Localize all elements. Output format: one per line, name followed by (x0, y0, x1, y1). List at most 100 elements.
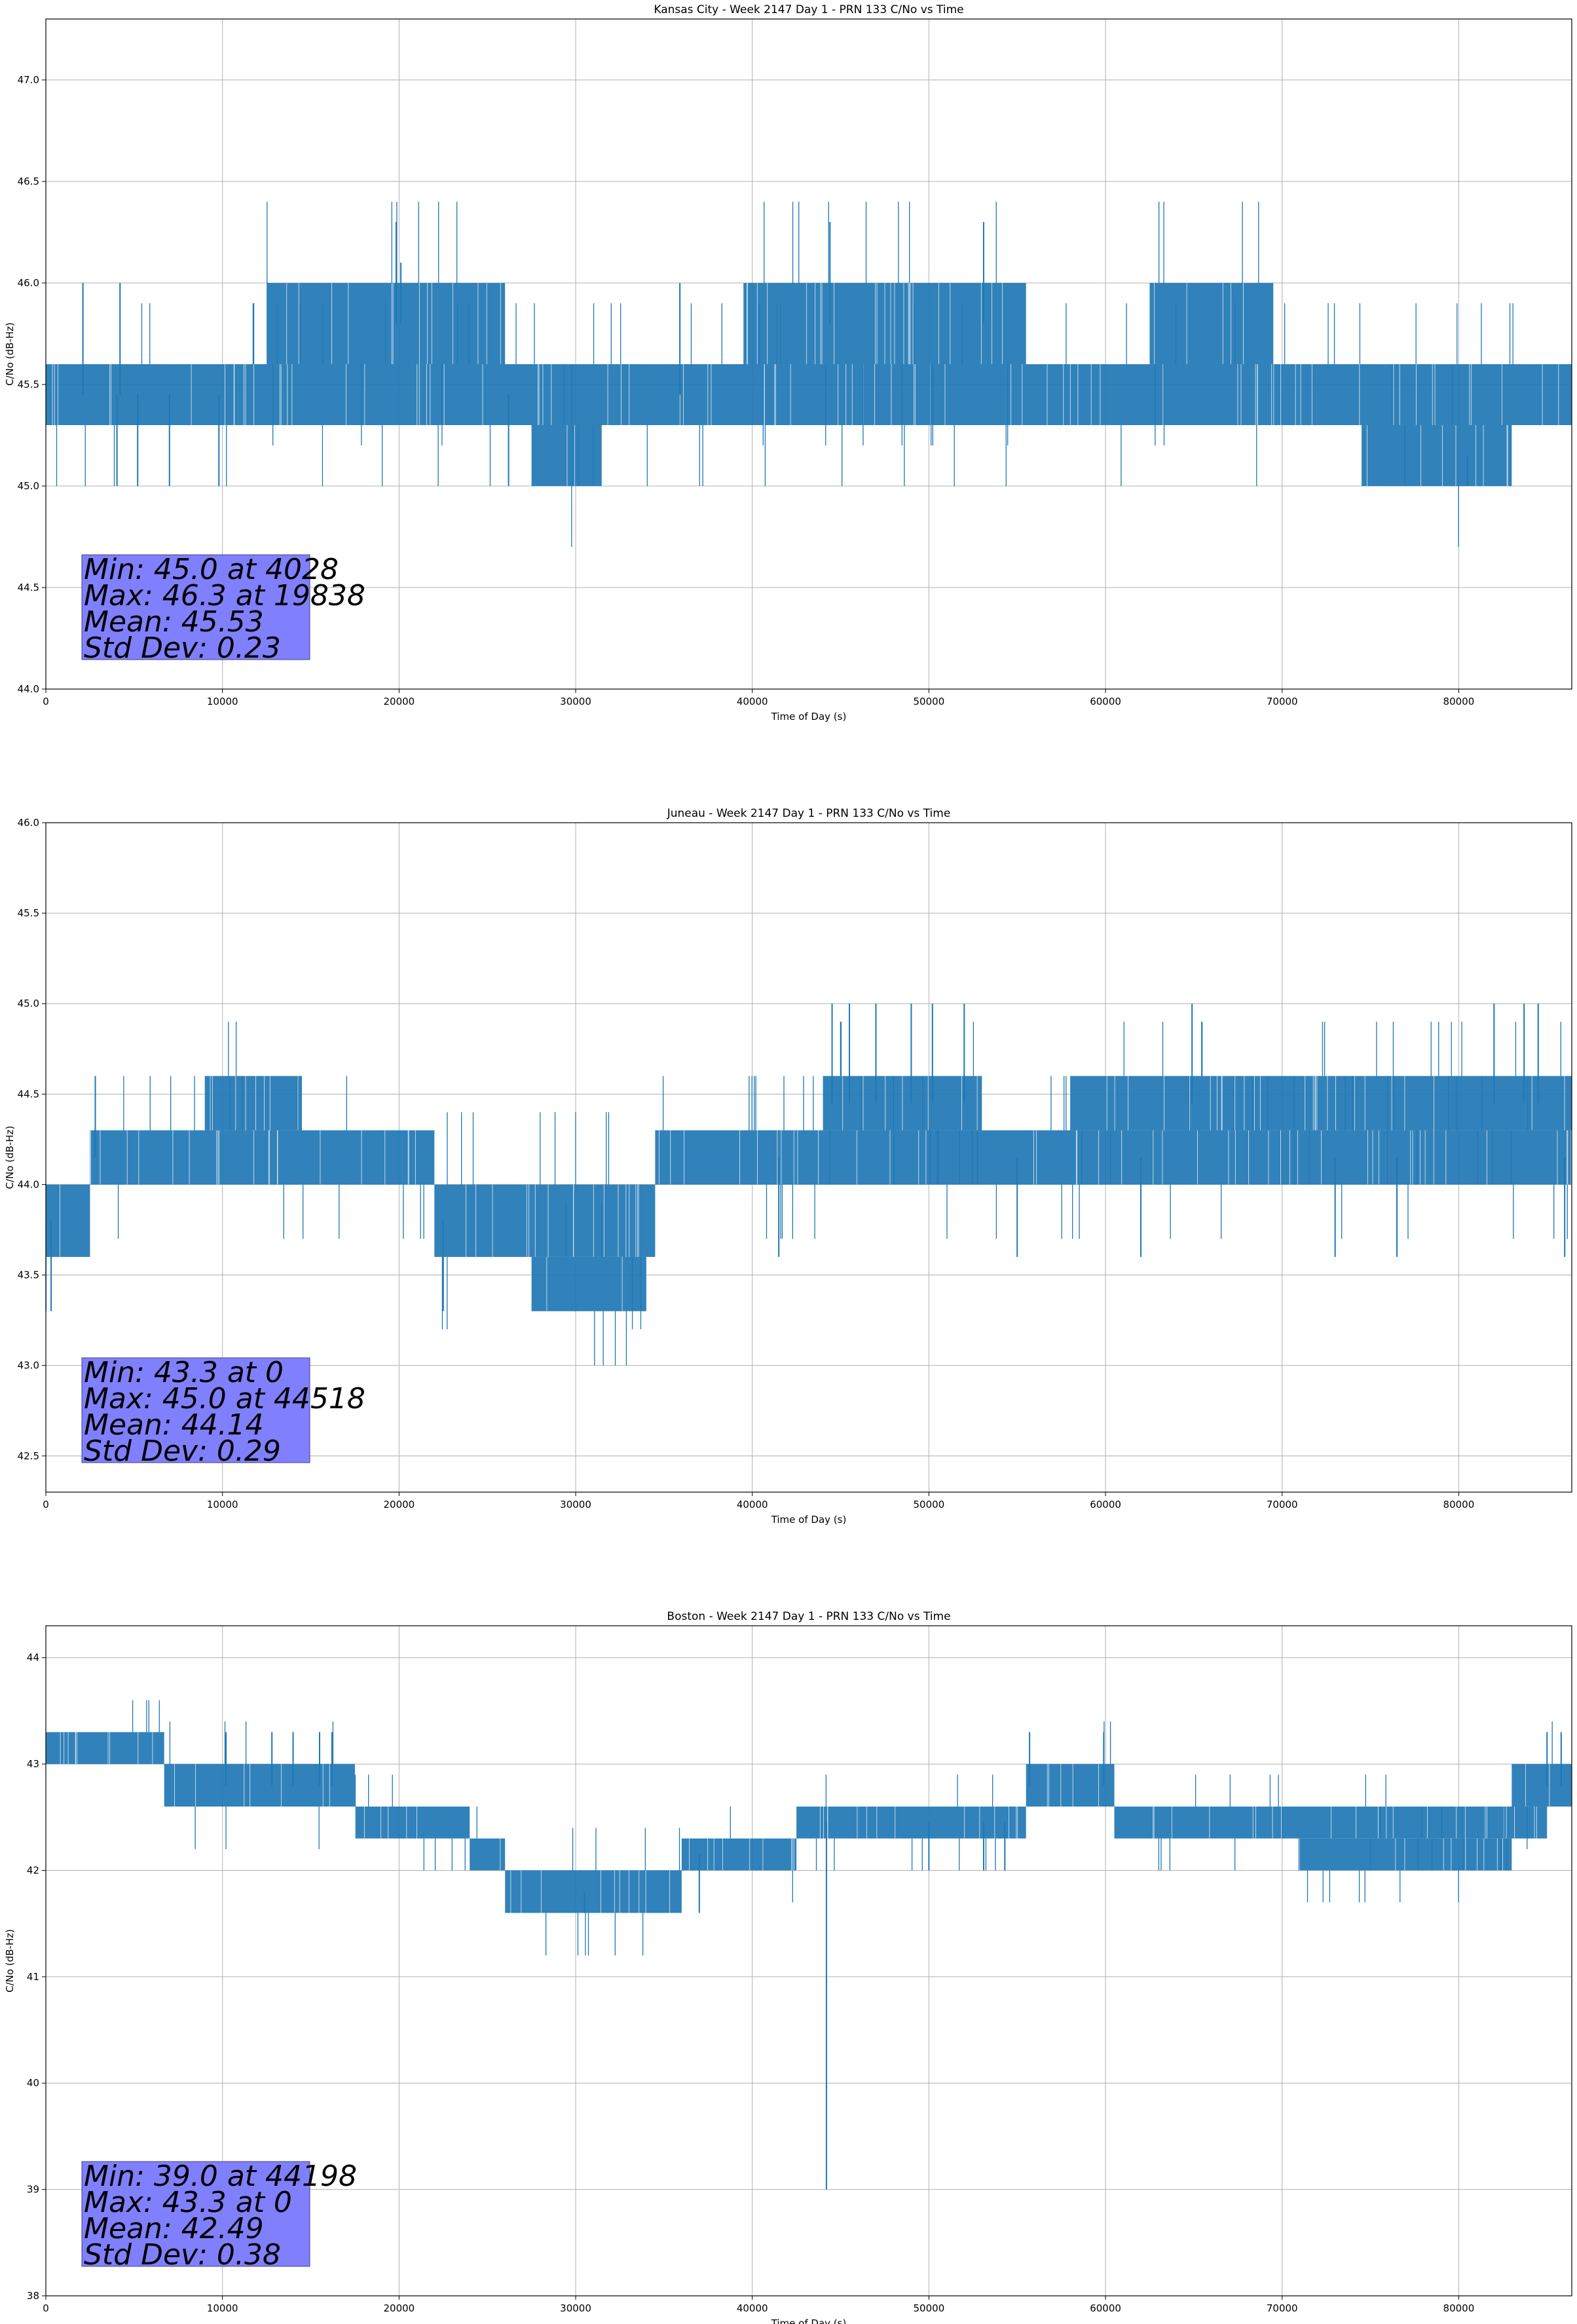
data-band (1026, 1764, 1115, 1807)
data-band (204, 1076, 303, 1131)
x-tick-label: 70000 (1267, 696, 1298, 707)
data-band (267, 283, 506, 364)
y-tick-label: 44.0 (18, 1178, 39, 1190)
chart-kansas-city: 0 10000 20000 30000 40000 50000 60000 70000 8000… (4, 3, 1572, 722)
x-tick-label: 40000 (737, 696, 768, 707)
x-tick-label: 60000 (1090, 2302, 1121, 2314)
y-tick-label: 45.0 (18, 998, 39, 1009)
x-tick-label: 30000 (560, 696, 591, 707)
stats-line: Mean: 45.53 (84, 605, 264, 639)
x-tick-label: 70000 (1267, 1499, 1298, 1510)
plot-frame (45, 822, 1572, 1493)
x-tick-label: 60000 (1090, 696, 1121, 707)
y-tick-label: 47.0 (18, 74, 39, 86)
stats-line: Std Dev: 0.38 (84, 2238, 281, 2272)
data-band (1149, 283, 1274, 364)
plot-frame (45, 1625, 1572, 2296)
y-tick-label: 46.5 (18, 176, 39, 187)
data-band (531, 1256, 646, 1311)
x-tick-label: 10000 (207, 1499, 238, 1510)
stats-line: Std Dev: 0.23 (84, 631, 281, 665)
data-band (1114, 1807, 1548, 1839)
stats-box (81, 1357, 310, 1463)
data-band (1362, 425, 1512, 486)
y-tick-label: 45.0 (18, 480, 39, 492)
stats-line: Max: 46.3 at 19838 (84, 579, 365, 612)
chart-title: Kansas City - Week 2147 Day 1 - PRN 133 … (654, 3, 963, 16)
x-tick-label: 80000 (1443, 1499, 1475, 1510)
data-band (164, 1764, 285, 1807)
data-band (1512, 1764, 1572, 1807)
stats-box (81, 2161, 310, 2267)
y-tick-label: 42.5 (18, 1450, 39, 1462)
plot-frame (45, 18, 1572, 690)
data-band (46, 1732, 164, 1765)
y-tick-label: 43.0 (18, 1360, 39, 1372)
y-tick-label: 45.5 (18, 379, 39, 390)
x-tick-label: 50000 (914, 2302, 945, 2314)
data-band (1299, 1838, 1512, 1871)
data-band (655, 1130, 1572, 1185)
x-tick-label: 10000 (207, 2302, 238, 2314)
series-cno (46, 1003, 1572, 1366)
stats-line: Min: 43.3 at 0 (84, 1356, 284, 1389)
y-tick-label: 42 (27, 1864, 39, 1876)
y-tick-label: 40 (27, 2077, 39, 2089)
x-tick-label: 20000 (383, 2302, 415, 2314)
stats-line: Min: 45.0 at 4028 (84, 553, 339, 586)
x-tick-label: 80000 (1443, 696, 1475, 707)
x-tick-label: 60000 (1090, 1499, 1121, 1510)
x-tick-label: 30000 (560, 2302, 591, 2314)
data-band (354, 1807, 470, 1839)
stats-line: Mean: 42.49 (84, 2212, 264, 2245)
x-tick-label: 50000 (914, 1499, 945, 1510)
stats-line: Std Dev: 0.29 (84, 1434, 281, 1468)
y-tick-label: 43.5 (18, 1269, 39, 1281)
y-tick-label: 46.0 (18, 817, 39, 829)
y-tick-label: 45.5 (18, 907, 39, 919)
y-axis-label: C/No (dB-Hz) (4, 1126, 16, 1190)
x-axis-label: Time of Day (s) (771, 711, 847, 722)
y-tick-label: 44.5 (18, 1088, 39, 1100)
x-tick-label: 10000 (207, 696, 238, 707)
data-band (46, 1184, 90, 1257)
x-tick-label: 40000 (737, 2302, 768, 2314)
x-tick-label: 20000 (383, 1499, 415, 1510)
y-tick-label: 46.0 (18, 277, 39, 289)
chart-title: Boston - Week 2147 Day 1 - PRN 133 C/No … (667, 1610, 950, 1623)
chart-juneau: 0 10000 20000 30000 40000 50000 60000 70000 8000… (4, 807, 1572, 1526)
y-axis-label: C/No (dB-Hz) (4, 322, 16, 386)
x-tick-label: 40000 (737, 1499, 768, 1510)
y-tick-label: 44.5 (18, 582, 39, 593)
data-band (681, 1838, 797, 1871)
data-band (470, 1838, 506, 1871)
x-axis-label: Time of Day (s) (771, 1514, 847, 1526)
y-axis-label: C/No (dB-Hz) (4, 1929, 16, 1993)
stats-line: Max: 43.3 at 0 (84, 2186, 292, 2219)
y-tick-label: 38 (27, 2290, 39, 2302)
chart-title: Juneau - Week 2147 Day 1 - PRN 133 C/No … (667, 807, 951, 820)
x-tick-label: 0 (43, 1499, 49, 1510)
stats-line: Min: 39.0 at 44198 (84, 2160, 357, 2193)
x-tick-label: 30000 (560, 1499, 591, 1510)
data-band (796, 1807, 1026, 1839)
y-tick-label: 41 (27, 1971, 39, 1983)
y-tick-label: 44.0 (18, 683, 39, 695)
y-tick-label: 44 (27, 1652, 39, 1664)
chart-boston: 0 10000 20000 30000 40000 50000 60000 70000 8000… (4, 1610, 1572, 2324)
data-band (46, 364, 1572, 425)
data-band (90, 1130, 435, 1185)
data-band (1070, 1076, 1572, 1131)
stats-line: Max: 45.0 at 44518 (84, 1382, 365, 1415)
x-tick-label: 0 (43, 696, 49, 707)
stats-line: Mean: 44.14 (84, 1408, 264, 1442)
x-tick-label: 70000 (1267, 2302, 1298, 2314)
series-cno (46, 1700, 1572, 2190)
x-tick-label: 0 (43, 2302, 49, 2314)
x-tick-label: 50000 (914, 696, 945, 707)
data-band (505, 1870, 682, 1913)
x-tick-label: 20000 (383, 696, 415, 707)
x-tick-label: 80000 (1443, 2302, 1475, 2314)
data-band (434, 1184, 656, 1257)
